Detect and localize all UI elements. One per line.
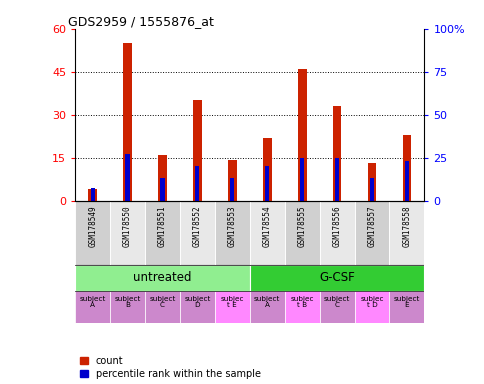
Text: GSM178553: GSM178553 xyxy=(227,206,236,247)
Bar xyxy=(354,291,389,323)
Text: GSM178558: GSM178558 xyxy=(402,206,410,247)
Bar xyxy=(265,166,269,200)
Bar xyxy=(123,43,132,200)
Bar xyxy=(249,291,284,323)
Text: GSM178554: GSM178554 xyxy=(262,206,271,247)
Bar xyxy=(284,291,319,323)
Bar xyxy=(75,200,110,265)
Bar xyxy=(332,106,341,200)
Text: G-CSF: G-CSF xyxy=(318,271,354,284)
Text: subjec
t B: subjec t B xyxy=(290,296,313,308)
Text: subject
C: subject C xyxy=(323,296,349,308)
Bar xyxy=(214,200,249,265)
Text: untreated: untreated xyxy=(133,271,191,284)
Bar xyxy=(334,157,338,200)
Text: GSM178555: GSM178555 xyxy=(297,206,306,247)
Bar xyxy=(180,291,214,323)
Bar xyxy=(125,154,129,200)
Bar xyxy=(389,291,424,323)
Bar xyxy=(88,189,97,200)
Text: GSM178549: GSM178549 xyxy=(88,206,97,247)
Text: GSM178556: GSM178556 xyxy=(332,206,341,247)
Text: subject
A: subject A xyxy=(254,296,280,308)
Bar xyxy=(145,200,180,265)
Text: GDS2959 / 1555876_at: GDS2959 / 1555876_at xyxy=(68,15,213,28)
Bar xyxy=(389,200,424,265)
Bar xyxy=(369,178,373,200)
Bar xyxy=(145,291,180,323)
Text: subject
A: subject A xyxy=(79,296,106,308)
Bar xyxy=(230,178,234,200)
Bar xyxy=(300,157,303,200)
Legend: count, percentile rank within the sample: count, percentile rank within the sample xyxy=(80,356,260,379)
Bar xyxy=(249,265,424,291)
Text: subject
E: subject E xyxy=(393,296,419,308)
Bar xyxy=(227,161,236,200)
Bar xyxy=(193,100,201,200)
Bar xyxy=(75,291,110,323)
Bar xyxy=(91,189,94,200)
Bar xyxy=(110,291,145,323)
Bar xyxy=(319,291,354,323)
Bar xyxy=(195,166,199,200)
Bar xyxy=(214,291,249,323)
Text: GSM178557: GSM178557 xyxy=(367,206,376,247)
Bar xyxy=(75,265,249,291)
Text: subject
B: subject B xyxy=(114,296,140,308)
Bar xyxy=(180,200,214,265)
Bar xyxy=(249,200,284,265)
Bar xyxy=(402,135,410,200)
Bar xyxy=(297,69,306,200)
Text: subjec
t D: subjec t D xyxy=(360,296,383,308)
Text: GSM178552: GSM178552 xyxy=(193,206,201,247)
Text: GSM178550: GSM178550 xyxy=(123,206,132,247)
Text: subject
D: subject D xyxy=(184,296,210,308)
Bar xyxy=(354,200,389,265)
Bar xyxy=(262,137,271,200)
Bar xyxy=(158,155,166,200)
Bar xyxy=(110,200,145,265)
Bar xyxy=(319,200,354,265)
Bar xyxy=(284,200,319,265)
Bar xyxy=(404,161,408,200)
Text: subjec
t E: subjec t E xyxy=(220,296,243,308)
Text: GSM178551: GSM178551 xyxy=(158,206,166,247)
Bar xyxy=(160,178,164,200)
Bar xyxy=(367,163,376,200)
Text: subject
C: subject C xyxy=(149,296,175,308)
